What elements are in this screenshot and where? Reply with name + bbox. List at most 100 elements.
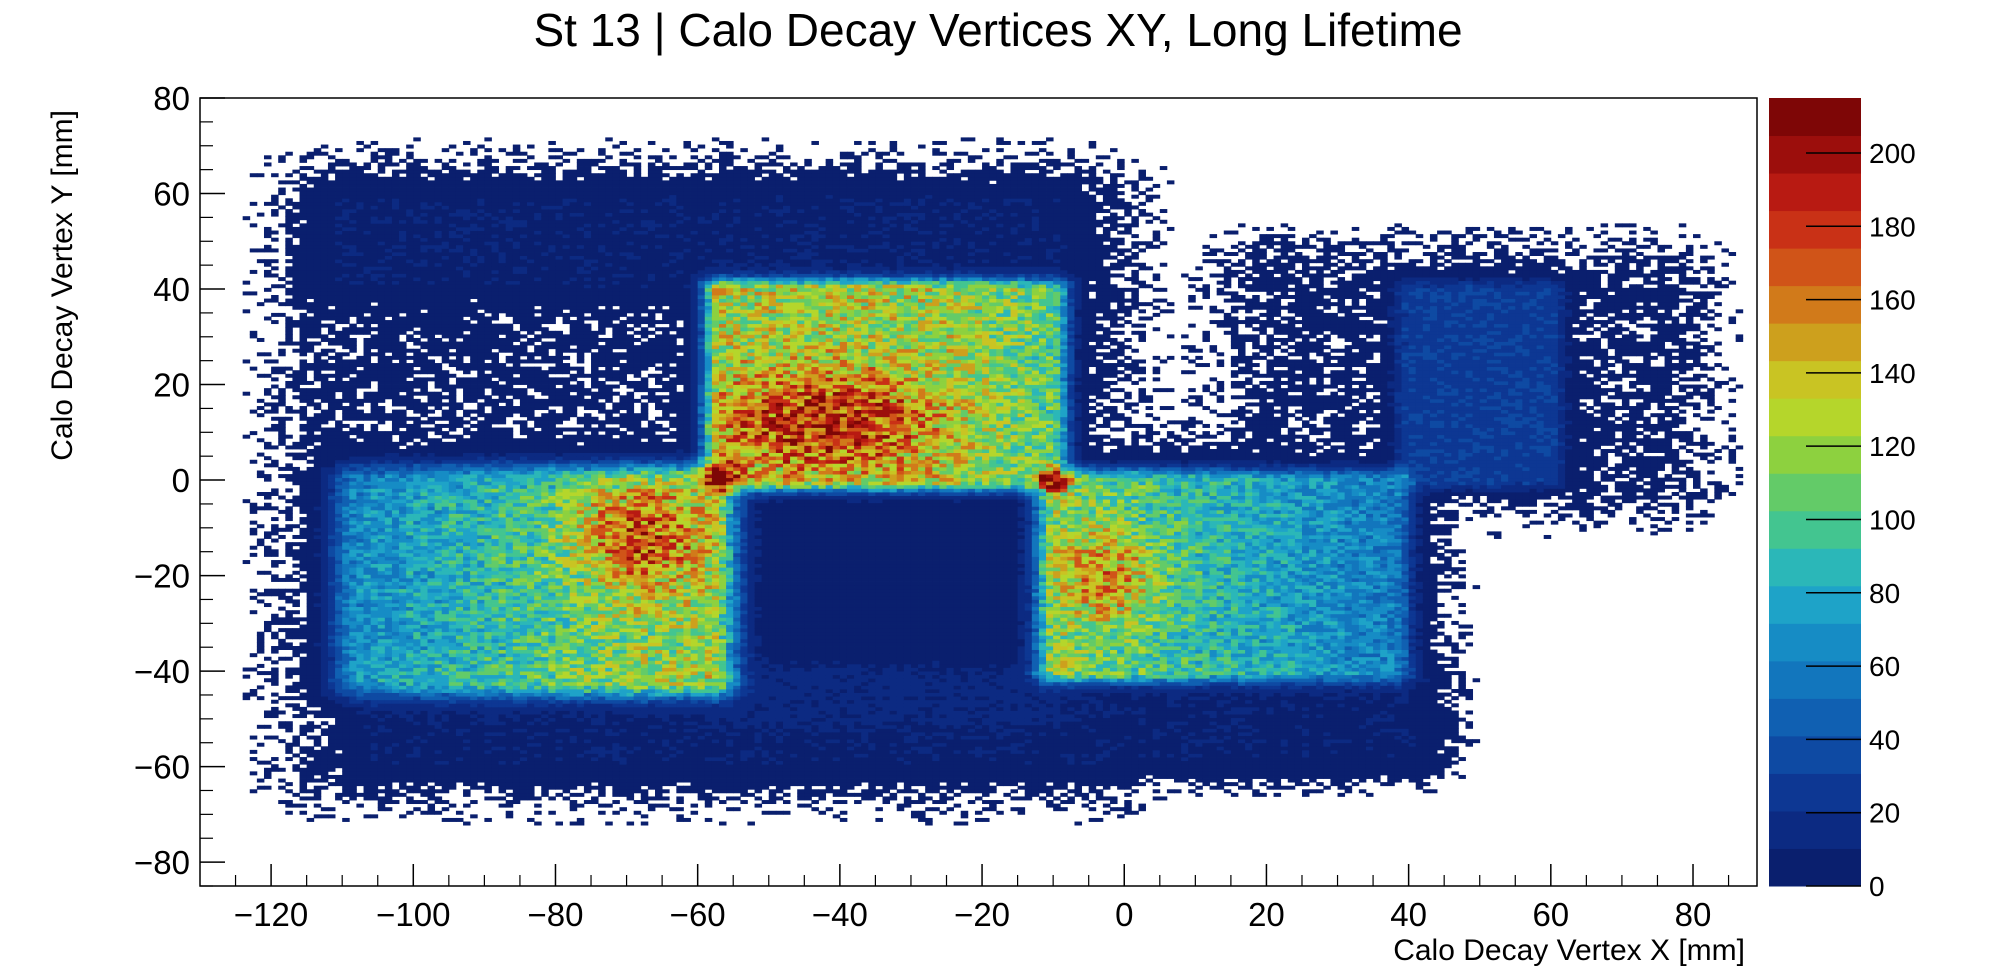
heatmap-cell <box>455 699 464 704</box>
heatmap-cell <box>327 237 336 242</box>
heatmap-cell <box>342 710 350 715</box>
heatmap-cell <box>434 241 443 246</box>
heatmap-cell <box>434 800 443 805</box>
heatmap-cell <box>484 427 492 432</box>
heatmap-cell <box>342 287 350 292</box>
heatmap-cell <box>306 402 315 407</box>
heatmap-cell <box>441 538 450 543</box>
heatmap-cell <box>342 320 350 325</box>
heatmap-cell <box>413 180 421 185</box>
heatmap-cell <box>406 585 414 590</box>
heatmap-cell <box>327 363 336 368</box>
heatmap-cell <box>327 731 336 736</box>
heatmap-cell <box>391 183 400 188</box>
heatmap-cell <box>413 492 421 496</box>
heatmap-cell <box>377 767 386 772</box>
heatmap-cell <box>335 534 343 539</box>
heatmap-cell <box>292 441 300 446</box>
heatmap-cell <box>384 628 393 633</box>
heatmap-cell <box>399 370 407 375</box>
heatmap-cell <box>477 262 485 267</box>
heatmap-cell <box>327 449 336 453</box>
heatmap-cell <box>399 212 407 217</box>
heatmap-cell <box>299 789 308 794</box>
heatmap-cell <box>448 660 457 665</box>
heatmap-cell <box>441 259 450 264</box>
heatmap-cell <box>413 363 421 368</box>
heatmap-cell <box>463 671 471 676</box>
heatmap-cell <box>463 739 471 744</box>
heatmap-cell <box>455 638 464 643</box>
heatmap-cell <box>363 466 372 471</box>
heatmap-cell <box>306 545 315 550</box>
heatmap-cell <box>335 613 343 618</box>
heatmap-cell <box>363 320 372 325</box>
heatmap-cell <box>434 678 443 683</box>
heatmap-cell <box>406 226 414 231</box>
heatmap-cell <box>377 538 386 543</box>
heatmap-cell <box>413 474 421 479</box>
heatmap-cell <box>335 205 343 210</box>
heatmap-cell <box>413 423 421 428</box>
heatmap-cell <box>420 724 428 729</box>
heatmap-cell <box>413 667 421 672</box>
heatmap-cell <box>399 549 407 554</box>
heatmap-cell <box>413 187 421 192</box>
heatmap-cell <box>370 628 379 633</box>
heatmap-cell <box>448 599 457 604</box>
heatmap-cell <box>455 620 464 625</box>
heatmap-cell <box>363 248 372 253</box>
heatmap-cell <box>470 814 478 819</box>
heatmap-cell <box>320 398 329 403</box>
heatmap-cell <box>335 778 343 783</box>
heatmap-cell <box>413 201 421 206</box>
heatmap-cell <box>463 610 471 615</box>
heatmap-cell <box>292 287 300 292</box>
heatmap-cell <box>377 552 386 557</box>
heatmap-cell <box>335 717 343 722</box>
heatmap-cell <box>327 388 336 393</box>
heatmap-cell <box>356 538 364 543</box>
heatmap-cell <box>342 330 350 335</box>
heatmap-cell <box>299 581 308 586</box>
heatmap-cell <box>335 542 343 547</box>
heatmap-cell <box>370 506 379 511</box>
heatmap-cell <box>370 449 379 453</box>
heatmap-cell <box>470 785 478 790</box>
heatmap-cell <box>320 259 329 264</box>
heatmap-cell <box>327 291 336 296</box>
heatmap-cell <box>377 481 386 486</box>
heatmap-cell <box>434 560 443 565</box>
heatmap-cell <box>299 438 308 443</box>
heatmap-cell <box>370 689 379 693</box>
heatmap-cell <box>271 617 279 622</box>
heatmap-cell <box>391 606 400 611</box>
heatmap-cell <box>356 638 364 643</box>
heatmap-cell <box>335 445 343 450</box>
heatmap-cell <box>470 603 478 608</box>
heatmap-cell <box>384 613 393 618</box>
heatmap-cell <box>320 692 329 697</box>
heatmap-cell <box>327 155 336 160</box>
heatmap-cell <box>370 757 379 762</box>
heatmap-cell <box>484 445 492 450</box>
heatmap-cell <box>349 545 357 550</box>
heatmap-cell <box>370 416 379 421</box>
heatmap-cell <box>484 416 492 421</box>
heatmap-cell <box>441 620 450 625</box>
heatmap-cell <box>406 638 414 643</box>
heatmap-cell <box>484 721 492 726</box>
heatmap-cell <box>342 305 350 310</box>
heatmap-cell <box>256 470 265 475</box>
heatmap-cell <box>335 183 343 188</box>
heatmap-cell <box>271 678 279 683</box>
heatmap-cell <box>484 646 492 650</box>
heatmap-cell <box>370 588 379 593</box>
heatmap-cell <box>256 452 265 457</box>
heatmap-cell <box>356 678 364 683</box>
heatmap-cell <box>320 144 329 149</box>
heatmap-cell <box>313 266 322 271</box>
heatmap-cell <box>299 474 308 479</box>
heatmap-cell <box>370 481 379 486</box>
heatmap-cell <box>299 398 308 403</box>
